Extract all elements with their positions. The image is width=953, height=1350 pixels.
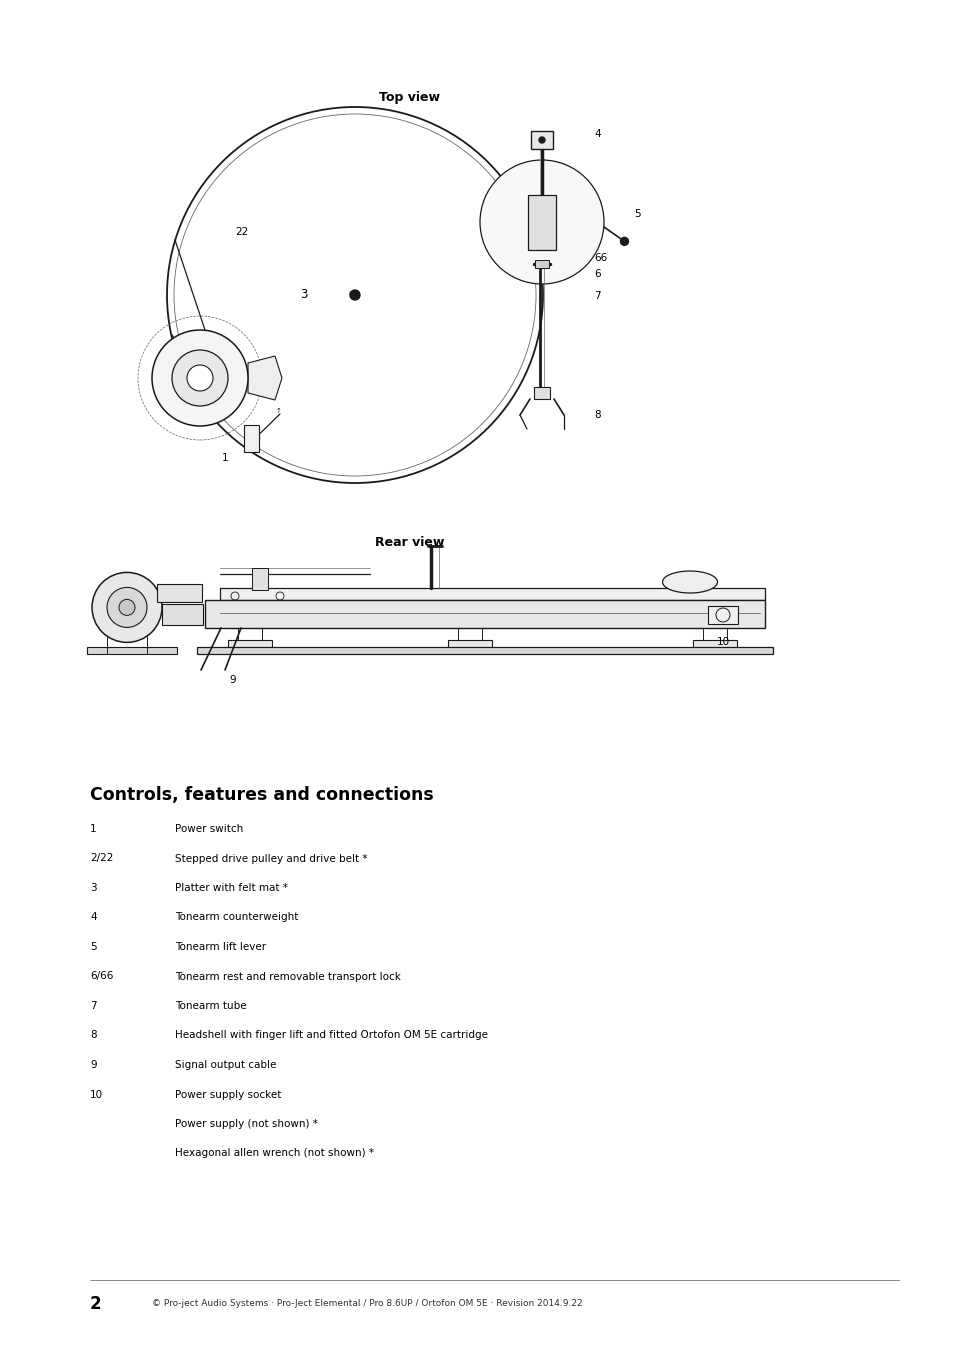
Bar [157, 585, 202, 602]
Text: 5: 5 [90, 942, 96, 952]
Text: 4: 4 [90, 913, 96, 922]
Bar [448, 640, 492, 649]
Text: 6: 6 [594, 269, 600, 279]
Text: ↑: ↑ [275, 408, 282, 414]
Text: 10: 10 [716, 637, 729, 647]
Text: 10: 10 [90, 1089, 103, 1099]
Bar [162, 605, 203, 625]
Bar [535, 261, 548, 269]
Circle shape [350, 290, 359, 300]
Text: 8: 8 [594, 410, 600, 420]
Text: 22: 22 [234, 227, 248, 238]
Text: 2/22: 2/22 [90, 853, 113, 864]
Bar [107, 628, 147, 653]
Bar [87, 647, 177, 653]
Text: Rear view: Rear view [375, 536, 444, 548]
Circle shape [538, 136, 544, 143]
Circle shape [619, 238, 628, 246]
Text: © Pro-ject Audio Systems · Pro-Ject Elemental / Pro 8.6UP / Ortofon OM 5E · Revi: © Pro-ject Audio Systems · Pro-Ject Elem… [152, 1300, 582, 1308]
Text: 6/66: 6/66 [90, 972, 113, 981]
Bar [534, 387, 550, 400]
Text: 3: 3 [299, 289, 307, 301]
Text: Top view: Top view [379, 92, 440, 104]
Bar [692, 640, 737, 649]
Text: 1: 1 [221, 454, 228, 463]
Bar [228, 640, 272, 649]
Text: Tonearm counterweight: Tonearm counterweight [174, 913, 298, 922]
Circle shape [187, 364, 213, 391]
Bar [707, 606, 738, 624]
Circle shape [172, 350, 228, 406]
Text: Controls, features and connections: Controls, features and connections [90, 786, 434, 805]
Text: 66: 66 [594, 252, 607, 263]
Text: 8: 8 [90, 1030, 96, 1041]
Text: 9: 9 [230, 675, 236, 684]
Bar [531, 131, 553, 148]
Text: Power supply socket: Power supply socket [174, 1089, 281, 1099]
Text: Hexagonal allen wrench (not shown) *: Hexagonal allen wrench (not shown) * [174, 1149, 374, 1158]
Text: Headshell with finger lift and fitted Ortofon OM 5E cartridge: Headshell with finger lift and fitted Or… [174, 1030, 488, 1041]
Text: 1: 1 [90, 824, 96, 834]
Text: o: o [348, 289, 354, 298]
Bar [527, 194, 556, 250]
Text: Platter with felt mat *: Platter with felt mat * [174, 883, 288, 892]
Circle shape [91, 572, 162, 643]
Ellipse shape [661, 571, 717, 593]
Bar [244, 425, 259, 452]
Text: 7: 7 [90, 1000, 96, 1011]
Text: 2: 2 [165, 370, 172, 379]
Bar [196, 647, 772, 653]
Circle shape [107, 587, 147, 628]
Polygon shape [248, 356, 282, 400]
Text: Signal output cable: Signal output cable [174, 1060, 276, 1071]
Circle shape [479, 161, 603, 284]
Bar [220, 589, 764, 599]
Circle shape [152, 329, 248, 427]
Text: Power switch: Power switch [174, 824, 243, 834]
Bar [205, 599, 764, 628]
Text: Power supply (not shown) *: Power supply (not shown) * [174, 1119, 317, 1129]
Text: 9: 9 [90, 1060, 96, 1071]
Text: Stepped drive pulley and drive belt *: Stepped drive pulley and drive belt * [174, 853, 367, 864]
Text: 5: 5 [634, 209, 640, 219]
Text: 2: 2 [90, 1295, 102, 1314]
Text: Tonearm lift lever: Tonearm lift lever [174, 942, 266, 952]
Text: 3: 3 [90, 883, 96, 892]
Text: 4: 4 [594, 130, 600, 139]
Text: 7: 7 [594, 292, 600, 301]
Text: Tonearm rest and removable transport lock: Tonearm rest and removable transport loc… [174, 972, 400, 981]
Text: Tonearm tube: Tonearm tube [174, 1000, 247, 1011]
Circle shape [119, 599, 135, 616]
Bar [252, 568, 268, 590]
